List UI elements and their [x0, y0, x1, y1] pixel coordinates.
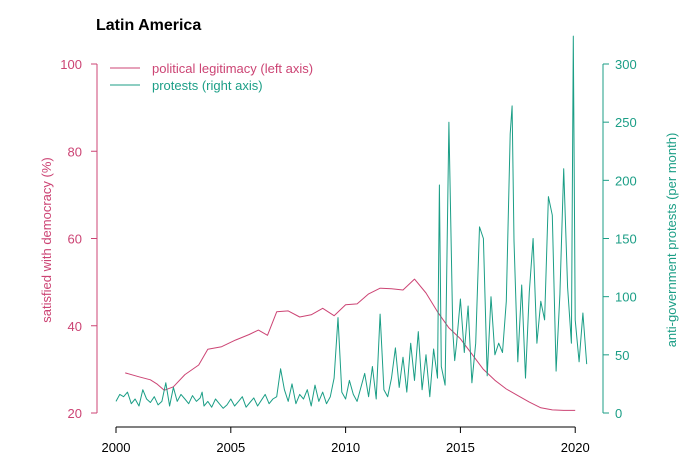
- y-right-tick-label: 100: [615, 290, 637, 305]
- y-left-tick-label: 20: [68, 406, 82, 421]
- y-right-tick-label: 150: [615, 232, 637, 247]
- y-axis-left-title: satisfied with democracy (%): [39, 157, 54, 322]
- series-layer: [115, 35, 588, 411]
- x-tick-label: 2005: [216, 440, 245, 455]
- x-tick-label: 2000: [102, 440, 131, 455]
- y-left-tick-label: 100: [60, 57, 82, 72]
- legend: political legitimacy (left axis) protest…: [110, 61, 313, 93]
- y-left-tick-label: 80: [68, 144, 82, 159]
- x-tick-label: 2015: [446, 440, 475, 455]
- y-axis-right-title: anti-government protests (per month): [664, 133, 679, 348]
- x-tick-label: 2010: [331, 440, 360, 455]
- series-line-protests: [115, 35, 588, 409]
- x-tick-label: 2020: [561, 440, 590, 455]
- chart-title: Latin America: [96, 17, 201, 34]
- y-axis-right: 0 50 100 150 200 250 300: [602, 57, 637, 421]
- y-left-tick-label: 40: [68, 319, 82, 334]
- y-left-tick-label: 60: [68, 232, 82, 247]
- y-right-tick-label: 250: [615, 115, 637, 130]
- series-line-legitimacy: [125, 278, 576, 411]
- y-right-tick-label: 200: [615, 173, 637, 188]
- y-axis-left: 20 40 60 80 100: [60, 57, 98, 421]
- x-axis: 2000 2005 2010 2015 2020: [102, 426, 590, 455]
- y-right-tick-label: 50: [615, 348, 629, 363]
- legend-label-protests: protests (right axis): [152, 78, 263, 93]
- legend-label-legitimacy: political legitimacy (left axis): [152, 61, 313, 76]
- y-right-tick-label: 300: [615, 57, 637, 72]
- y-right-tick-label: 0: [615, 406, 622, 421]
